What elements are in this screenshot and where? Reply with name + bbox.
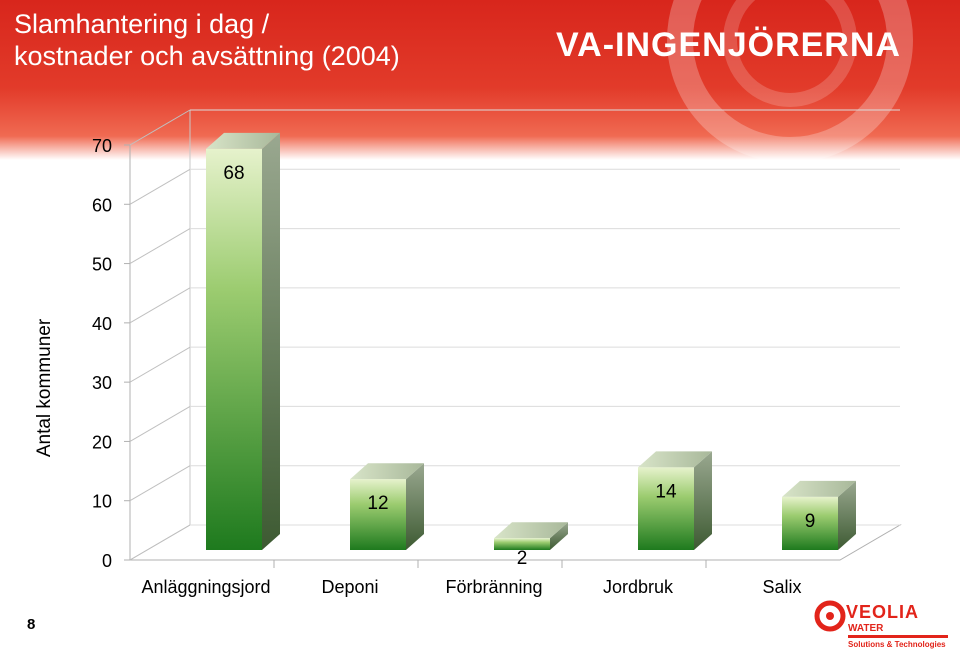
data-label: 68: [223, 163, 244, 184]
bar-top: [638, 451, 712, 468]
slide-header: Slamhantering i dag / kostnader och avsä…: [0, 0, 960, 163]
title-line-2: kostnader och avsättning (2004): [14, 41, 400, 71]
bar-side: [262, 132, 280, 550]
y-tick-label: 30: [92, 373, 112, 393]
data-label: 12: [367, 493, 388, 514]
veolia-tagline: Solutions & Technologies: [848, 640, 946, 649]
chart-bars: [206, 132, 856, 550]
gridline-diagonal: [129, 524, 191, 561]
bar: [782, 496, 838, 550]
slide-number: 8: [27, 616, 36, 633]
bar: [350, 479, 406, 550]
gridline-diagonal: [129, 287, 191, 324]
x-tick-label: Deponi: [321, 577, 378, 597]
x-tick-label: Jordbruk: [603, 577, 674, 597]
veolia-emblem-icon: [814, 600, 846, 632]
bar: [494, 538, 550, 550]
y-axis-label: Antal kommuner: [34, 318, 55, 457]
data-label: 9: [805, 511, 816, 532]
bar-side: [694, 451, 712, 550]
y-tick-label: 50: [92, 255, 112, 275]
brand-swirl-graphic: [667, 0, 913, 163]
bar: [206, 148, 262, 550]
veolia-name: VEOLIA: [846, 602, 920, 622]
bar-side: [550, 522, 568, 550]
veolia-divider: [848, 635, 948, 638]
y-tick-label: 40: [92, 314, 112, 334]
bar-top: [782, 480, 856, 497]
bar-side: [838, 480, 856, 550]
gridline-diagonal: [129, 465, 191, 502]
x-tick-label: Förbränning: [445, 577, 542, 597]
y-tick-label: 0: [102, 551, 112, 571]
x-tick-label: Anläggningsjord: [141, 577, 270, 597]
data-label: 14: [655, 481, 677, 502]
bar-side: [406, 463, 424, 550]
bar-top: [206, 132, 280, 149]
chart-labels: 0 10 20 30 40 50 60 70 68 Anläggningsjord 12 Deponi…: [92, 136, 815, 597]
chart-gridlines: [124, 109, 902, 568]
y-tick-label: 10: [92, 492, 112, 512]
veolia-water: WATER: [848, 623, 884, 634]
x-tick-label: Salix: [762, 577, 801, 597]
veolia-logo: VEOLIA WATER Solutions & Technologies: [812, 598, 952, 654]
y-tick-label: 60: [92, 195, 112, 215]
gridline-diagonal: [129, 346, 191, 383]
gridline-diagonal: [129, 109, 191, 146]
bar-top: [494, 522, 568, 539]
title-line-1: Slamhantering i dag /: [14, 9, 270, 39]
slide-title: Slamhantering i dag / kostnader och avsä…: [14, 8, 400, 72]
y-tick-label: 70: [92, 136, 112, 156]
y-tick-label: 20: [92, 432, 112, 452]
brand-logo-text: VA-INGENJÖRERNA: [556, 26, 901, 64]
gridline-diagonal: [129, 168, 191, 205]
gridline-diagonal: [129, 405, 191, 442]
bar: [638, 467, 694, 550]
data-label: 2: [517, 548, 528, 569]
bar-top: [350, 463, 424, 480]
gridline-diagonal: [129, 228, 191, 265]
